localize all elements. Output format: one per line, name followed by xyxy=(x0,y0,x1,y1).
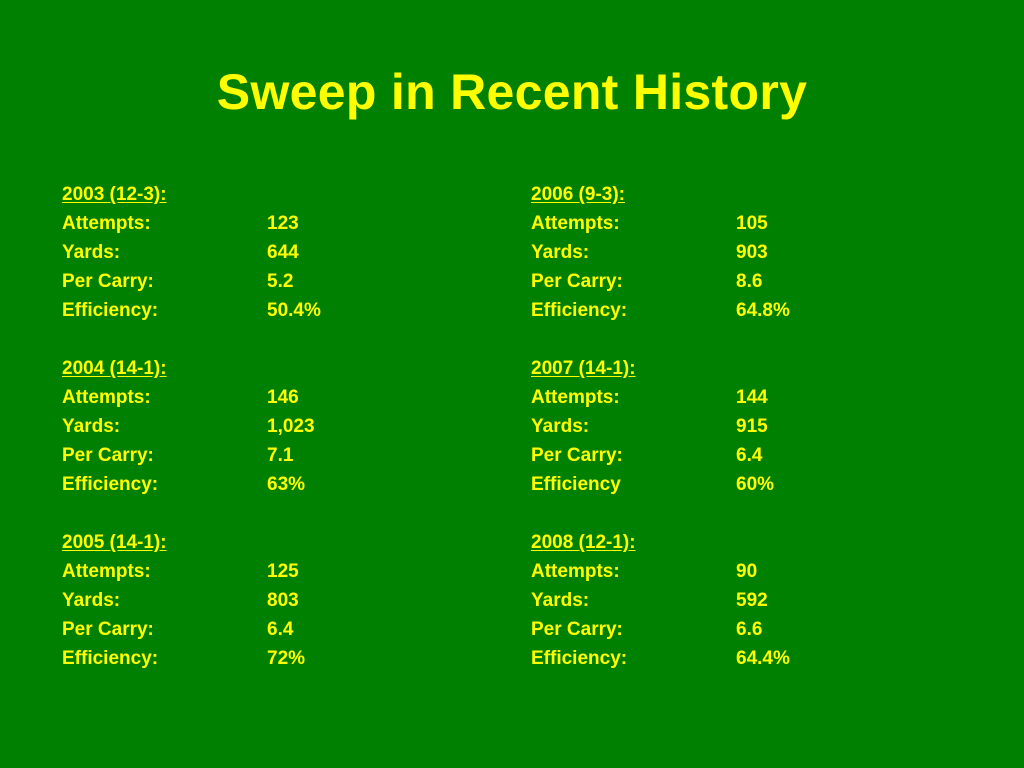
stat-row: Attempts: 144 xyxy=(531,383,951,412)
stat-label: Efficiency: xyxy=(62,474,159,495)
season-group-2005: 2005 (14-1): Attempts: 125 Yards: 803 Per … xyxy=(62,528,482,673)
stat-label: Attempts: xyxy=(531,387,620,408)
stat-value: 903 xyxy=(736,242,768,263)
stat-label: Attempts: xyxy=(62,561,151,582)
stat-label: Per Carry: xyxy=(531,619,623,640)
stat-label: Efficiency: xyxy=(62,648,159,669)
stat-value: 72% xyxy=(267,648,306,669)
stat-label: Efficiency: xyxy=(531,648,628,669)
stat-row: Yards: 903 xyxy=(531,238,951,267)
stat-label: Per Carry: xyxy=(531,271,623,292)
stat-label: Yards: xyxy=(62,590,121,611)
stat-label: Attempts: xyxy=(62,387,151,408)
stat-label: Yards: xyxy=(531,590,590,611)
stats-column-left: 2003 (12-3): Attempts: 123 Yards: 644 Per … xyxy=(62,180,482,702)
season-group-2004: 2004 (14-1): Attempts: 146 Yards: 1,023 Pe… xyxy=(62,354,482,499)
stat-label: Efficiency: xyxy=(62,300,159,321)
stat-row: Per Carry: 6.4 xyxy=(62,615,482,644)
stat-value: 8.6 xyxy=(736,271,763,292)
stat-row: Per Carry: 6.6 xyxy=(531,615,951,644)
stat-value: 64.4% xyxy=(736,648,790,669)
stat-label: Per Carry: xyxy=(62,271,154,292)
stat-label: Attempts: xyxy=(62,213,151,234)
stat-label: Yards: xyxy=(531,242,590,263)
stat-row: Attempts: 90 xyxy=(531,557,951,586)
stat-label: Per Carry: xyxy=(531,445,623,466)
stat-value: 803 xyxy=(267,590,299,611)
stat-label: Efficiency xyxy=(531,474,621,495)
season-group-2003: 2003 (12-3): Attempts: 123 Yards: 644 Per … xyxy=(62,180,482,325)
stat-value: 7.1 xyxy=(267,445,294,466)
stat-value: 64.8% xyxy=(736,300,790,321)
stat-label: Yards: xyxy=(62,416,121,437)
stat-label: Attempts: xyxy=(531,213,620,234)
stat-value: 144 xyxy=(736,387,768,408)
season-heading: 2003 (12-3): xyxy=(62,184,167,205)
stat-row: Attempts: 125 xyxy=(62,557,482,586)
slide-title: Sweep in Recent History xyxy=(216,64,808,120)
stat-value: 915 xyxy=(736,416,768,437)
season-group-2008: 2008 (12-1): Attempts: 90 Yards: 592 Per C… xyxy=(531,528,951,673)
stat-row: Yards: 915 xyxy=(531,412,951,441)
stat-value: 644 xyxy=(267,242,299,263)
stat-row: Efficiency: 72% xyxy=(62,644,482,673)
stat-row: Efficiency 60% xyxy=(531,470,951,499)
stat-row: Attempts: 146 xyxy=(62,383,482,412)
stat-label: Per Carry: xyxy=(62,619,154,640)
stat-row: Per Carry: 5.2 xyxy=(62,267,482,296)
season-heading: 2005 (14-1): xyxy=(62,532,167,553)
stat-row: Per Carry: 6.4 xyxy=(531,441,951,470)
stat-value: 592 xyxy=(736,590,768,611)
stat-label: Efficiency: xyxy=(531,300,628,321)
stat-row: Efficiency: 63% xyxy=(62,470,482,499)
stat-value: 125 xyxy=(267,561,299,582)
season-heading: 2006 (9-3): xyxy=(531,184,625,205)
stat-value: 146 xyxy=(267,387,299,408)
stat-label: Attempts: xyxy=(531,561,620,582)
stat-label: Yards: xyxy=(531,416,590,437)
season-heading: 2008 (12-1): xyxy=(531,532,636,553)
stat-value: 1,023 xyxy=(267,416,315,437)
stat-row: Yards: 803 xyxy=(62,586,482,615)
stat-row: Attempts: 105 xyxy=(531,209,951,238)
stat-row: Per Carry: 8.6 xyxy=(531,267,951,296)
stat-value: 6.4 xyxy=(736,445,763,466)
stat-value: 123 xyxy=(267,213,299,234)
stat-row: Efficiency: 50.4% xyxy=(62,296,482,325)
stat-value: 50.4% xyxy=(267,300,321,321)
stat-value: 63% xyxy=(267,474,306,495)
stats-column-right: 2006 (9-3): Attempts: 105 Yards: 903 Per C… xyxy=(531,180,951,702)
season-group-2007: 2007 (14-1): Attempts: 144 Yards: 915 Per … xyxy=(531,354,951,499)
stat-value: 5.2 xyxy=(267,271,294,292)
season-group-2006: 2006 (9-3): Attempts: 105 Yards: 903 Per C… xyxy=(531,180,951,325)
season-heading: 2004 (14-1): xyxy=(62,358,167,379)
stat-label: Yards: xyxy=(62,242,121,263)
stat-row: Per Carry: 7.1 xyxy=(62,441,482,470)
stat-value: 6.4 xyxy=(267,619,294,640)
stat-row: Yards: 592 xyxy=(531,586,951,615)
stat-value: 60% xyxy=(736,474,775,495)
stat-row: Yards: 644 xyxy=(62,238,482,267)
stat-row: Efficiency: 64.8% xyxy=(531,296,951,325)
stat-row: Attempts: 123 xyxy=(62,209,482,238)
season-heading: 2007 (14-1): xyxy=(531,358,636,379)
stat-label: Per Carry: xyxy=(62,445,154,466)
stat-row: Yards: 1,023 xyxy=(62,412,482,441)
stat-value: 105 xyxy=(736,213,768,234)
stat-row: Efficiency: 64.4% xyxy=(531,644,951,673)
stat-value: 6.6 xyxy=(736,619,763,640)
stat-value: 90 xyxy=(736,561,758,582)
